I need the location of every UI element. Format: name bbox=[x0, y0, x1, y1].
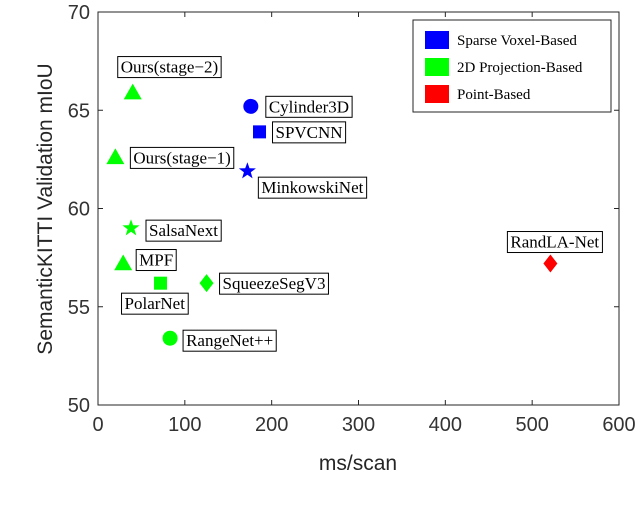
marker-mpf bbox=[114, 254, 133, 271]
legend-swatch bbox=[425, 85, 449, 103]
data-label: RandLA-Net bbox=[510, 233, 599, 252]
data-label: PolarNet bbox=[125, 294, 186, 313]
legend-label: Sparse Voxel-Based bbox=[457, 33, 577, 49]
data-label-box bbox=[117, 56, 222, 79]
data-label: SqueezeSegV3 bbox=[223, 274, 326, 293]
x-tick-label: 0 bbox=[92, 414, 103, 436]
x-tick-label: 600 bbox=[602, 414, 635, 436]
marker-rangenet- bbox=[162, 330, 178, 346]
marker-minkowskinet bbox=[238, 162, 256, 179]
marker-salsanext bbox=[122, 219, 140, 236]
data-label-box bbox=[135, 249, 177, 272]
x-axis-title: ms/scan bbox=[319, 452, 397, 475]
data-label-group: MPF bbox=[135, 249, 177, 272]
data-label-group: RandLA-Net bbox=[506, 231, 603, 254]
legend-label: 2D Projection-Based bbox=[457, 60, 583, 76]
legend: Sparse Voxel-Based 2D Projection-Based Poi… bbox=[412, 19, 612, 113]
data-label: SalsaNext bbox=[149, 221, 218, 240]
legend-label: Point-Based bbox=[457, 87, 531, 103]
data-label-box bbox=[182, 329, 277, 352]
x-tick-label: 100 bbox=[168, 414, 201, 436]
y-tick-label: 60 bbox=[68, 199, 90, 221]
x-tick-label: 400 bbox=[429, 414, 462, 436]
data-labels: Ours(stage−2) Cylinder3D SPVCNN Ours(stage−… bbox=[117, 56, 603, 352]
data-label: MPF bbox=[139, 251, 173, 270]
data-label-group: Cylinder3D bbox=[265, 95, 353, 118]
marker-randla-net bbox=[543, 254, 558, 273]
y-tick-label: 70 bbox=[68, 2, 90, 24]
data-label-group: SPVCNN bbox=[272, 121, 347, 144]
marker-cylinder3d bbox=[243, 98, 259, 114]
data-label: RangeNet++ bbox=[186, 331, 273, 350]
legend-swatch bbox=[425, 58, 449, 76]
marker-spvcnn bbox=[253, 125, 267, 139]
y-tick-label: 50 bbox=[68, 395, 90, 417]
data-label-group: SalsaNext bbox=[145, 219, 222, 242]
data-label: Ours(stage−2) bbox=[121, 58, 218, 77]
marker-ours-stage-1- bbox=[106, 148, 125, 165]
data-label-group: Ours(stage−2) bbox=[117, 56, 222, 79]
x-tick-label: 300 bbox=[342, 414, 375, 436]
axes: 0 100 200 300 400 500 600 50 55 60 65 70 bbox=[68, 2, 636, 436]
data-label-group: Ours(stage−1) bbox=[129, 146, 235, 169]
data-label-box bbox=[121, 292, 189, 315]
data-label-box bbox=[506, 231, 603, 254]
data-label-box bbox=[265, 95, 353, 118]
data-label-group: PolarNet bbox=[121, 292, 189, 315]
data-label: Cylinder3D bbox=[269, 97, 349, 116]
data-label-group: RangeNet++ bbox=[182, 329, 277, 352]
data-markers bbox=[106, 83, 558, 346]
marker-squeezesegv3 bbox=[199, 274, 214, 293]
legend-swatch bbox=[425, 31, 449, 49]
data-label-box bbox=[257, 176, 368, 199]
data-label: SPVCNN bbox=[276, 123, 343, 142]
marker-polarnet bbox=[154, 276, 168, 290]
x-tick-label: 500 bbox=[515, 414, 548, 436]
y-tick-label: 65 bbox=[68, 100, 90, 122]
x-tick-label: 200 bbox=[255, 414, 288, 436]
data-label-group: SqueezeSegV3 bbox=[219, 272, 329, 295]
marker-ours-stage-2- bbox=[123, 83, 142, 100]
data-label-group: MinkowskiNet bbox=[257, 176, 368, 199]
data-label: Ours(stage−1) bbox=[133, 148, 230, 167]
data-label: MinkowskiNet bbox=[261, 178, 363, 197]
y-tick-label: 55 bbox=[68, 297, 90, 319]
data-label-box bbox=[272, 121, 347, 144]
data-label-box bbox=[145, 219, 222, 242]
y-axis-title: SemanticKITTI Validation mIoU bbox=[34, 63, 57, 354]
data-label-box bbox=[219, 272, 329, 295]
data-label-box bbox=[129, 146, 235, 169]
